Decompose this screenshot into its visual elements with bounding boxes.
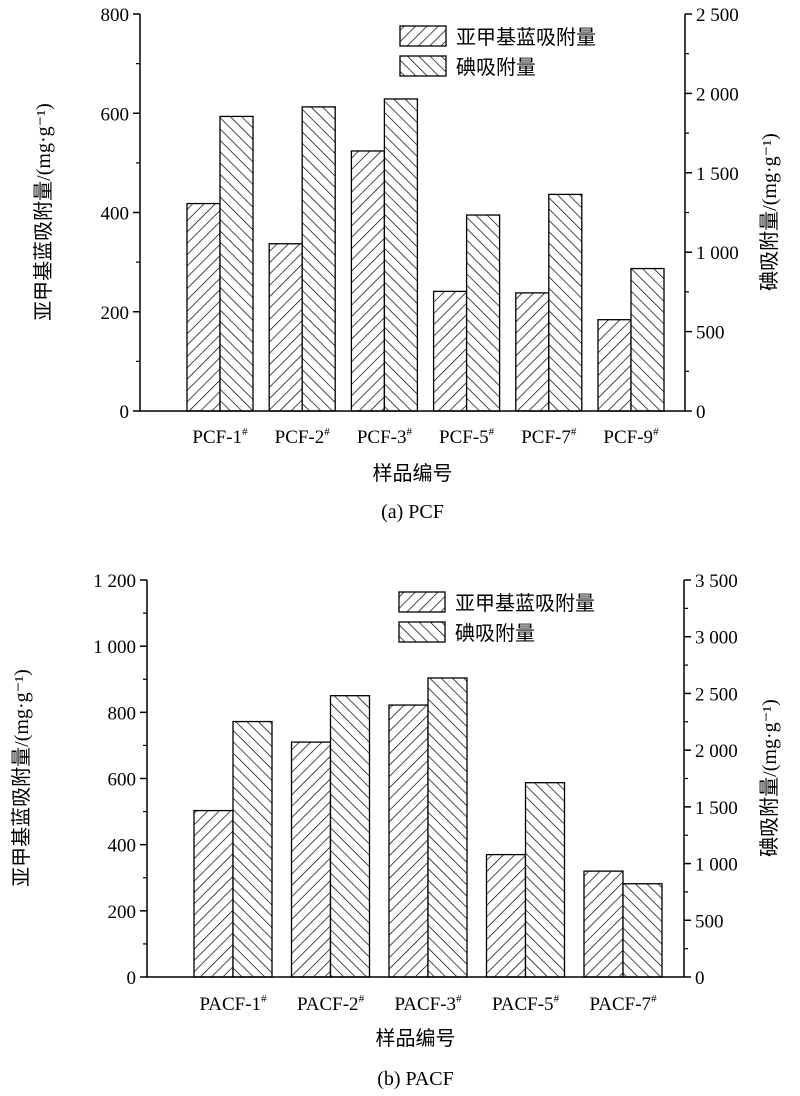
y-tick-label-right: 2 500 [696,5,739,26]
bar-iodine-3 [427,677,468,978]
y-tick-label-left: 400 [101,204,130,225]
bar-iodine-5 [622,883,663,978]
x-tick-label: PCF-7# [521,426,577,448]
bar-iodine-4 [524,782,566,978]
bar-methylene-blue-2 [290,741,332,978]
legend-swatch [398,591,446,613]
y-tick-label-left: 1 200 [93,571,136,592]
y-tick-label-right: 2 000 [696,84,739,105]
x-tick-label: PACF-3# [394,993,462,1015]
bar-methylene-blue-4 [432,290,468,412]
bar-methylene-blue-3 [350,150,386,412]
y-tick-label-right: 1 500 [695,798,738,819]
x-tick-label: PCF-9# [603,426,659,448]
y-tick-label-left: 600 [101,104,130,125]
y-tick-label-left: 0 [127,968,137,989]
y-axis-label-left: 亚甲基蓝吸附量/(mg·g⁻¹) [32,103,55,321]
y-tick-label-right: 3 000 [695,628,738,649]
bar-methylene-blue-1 [193,809,234,978]
x-tick-label: PACF-1# [199,993,267,1015]
x-tick-label: PACF-7# [589,993,657,1015]
y-tick-label-left: 800 [108,703,137,724]
x-axis-label: 样品编号 [376,1027,456,1050]
y-tick-label-right: 500 [696,323,725,344]
bar-iodine-6 [630,267,665,412]
bar-methylene-blue-3 [388,704,429,978]
y-tick-label-right: 1 000 [696,243,739,264]
y-axis-label-right: 碘吸附量/(mg·g⁻¹) [758,699,781,857]
bar-methylene-blue-4 [485,853,527,978]
bar-iodine-1 [219,115,254,412]
bar-iodine-3 [383,98,419,412]
legend-label: 亚甲基蓝吸附量 [455,592,595,615]
legend-label: 碘吸附量 [456,56,536,79]
y-tick-label-right: 2 500 [695,684,738,705]
y-tick-label-left: 600 [108,770,137,791]
x-tick-label: PACF-5# [492,993,560,1015]
figure-caption: (b) PACF [377,1068,454,1090]
y-tick-label-right: 2 000 [695,741,738,762]
x-axis-label: 样品编号 [373,462,453,485]
bar-iodine-1 [232,720,273,978]
x-tick-label: PCF-5# [439,426,495,448]
legend-swatch [399,25,447,47]
y-tick-label-left: 1 000 [93,637,136,658]
y-tick-label-right: 3 500 [695,571,738,592]
legend-label: 碘吸附量 [455,622,535,645]
bar-methylene-blue-1 [186,202,221,412]
y-tick-label-right: 0 [695,968,705,989]
x-tick-label: PCF-3# [357,426,413,448]
y-tick-label-left: 200 [108,902,137,923]
bar-methylene-blue-5 [583,870,624,978]
y-tick-label-left: 400 [108,836,137,857]
figure-caption: (a) PCF [381,501,444,523]
bar-iodine-2 [301,106,336,412]
y-tick-label-right: 1 000 [695,855,738,876]
chart-pcf: PCF-1# PCF-2# PCF-3# PCF-5# PCF-7# PCF-9# 0 200… [32,5,781,523]
y-tick-label-right: 0 [696,402,706,423]
y-tick-label-right: 1 500 [696,164,739,185]
bar-iodine-2 [329,695,371,978]
x-tick-label: PCF-1# [192,426,248,448]
y-tick-label-left: 0 [120,402,130,423]
y-tick-label-right: 500 [695,911,724,932]
x-tick-label: PCF-2# [275,426,331,448]
x-tick-label: PACF-2# [297,993,365,1015]
legend-swatch [398,621,446,643]
bar-methylene-blue-2 [268,243,303,412]
chart-pacf: PACF-1# PACF-2# PACF-3# PACF-5# PACF-7# 0 200 4… [10,571,781,1090]
legend-swatch [399,55,447,77]
y-axis-label-right: 碘吸附量/(mg·g⁻¹) [758,133,781,291]
legend-label: 亚甲基蓝吸附量 [456,26,596,49]
bar-methylene-blue-5 [515,292,550,412]
bar-iodine-4 [465,214,501,412]
y-tick-label-left: 200 [101,303,130,324]
y-tick-label-left: 800 [101,5,130,26]
bar-methylene-blue-6 [597,319,632,412]
bar-iodine-5 [548,193,583,412]
y-axis-label-left: 亚甲基蓝吸附量/(mg·g⁻¹) [10,669,33,887]
